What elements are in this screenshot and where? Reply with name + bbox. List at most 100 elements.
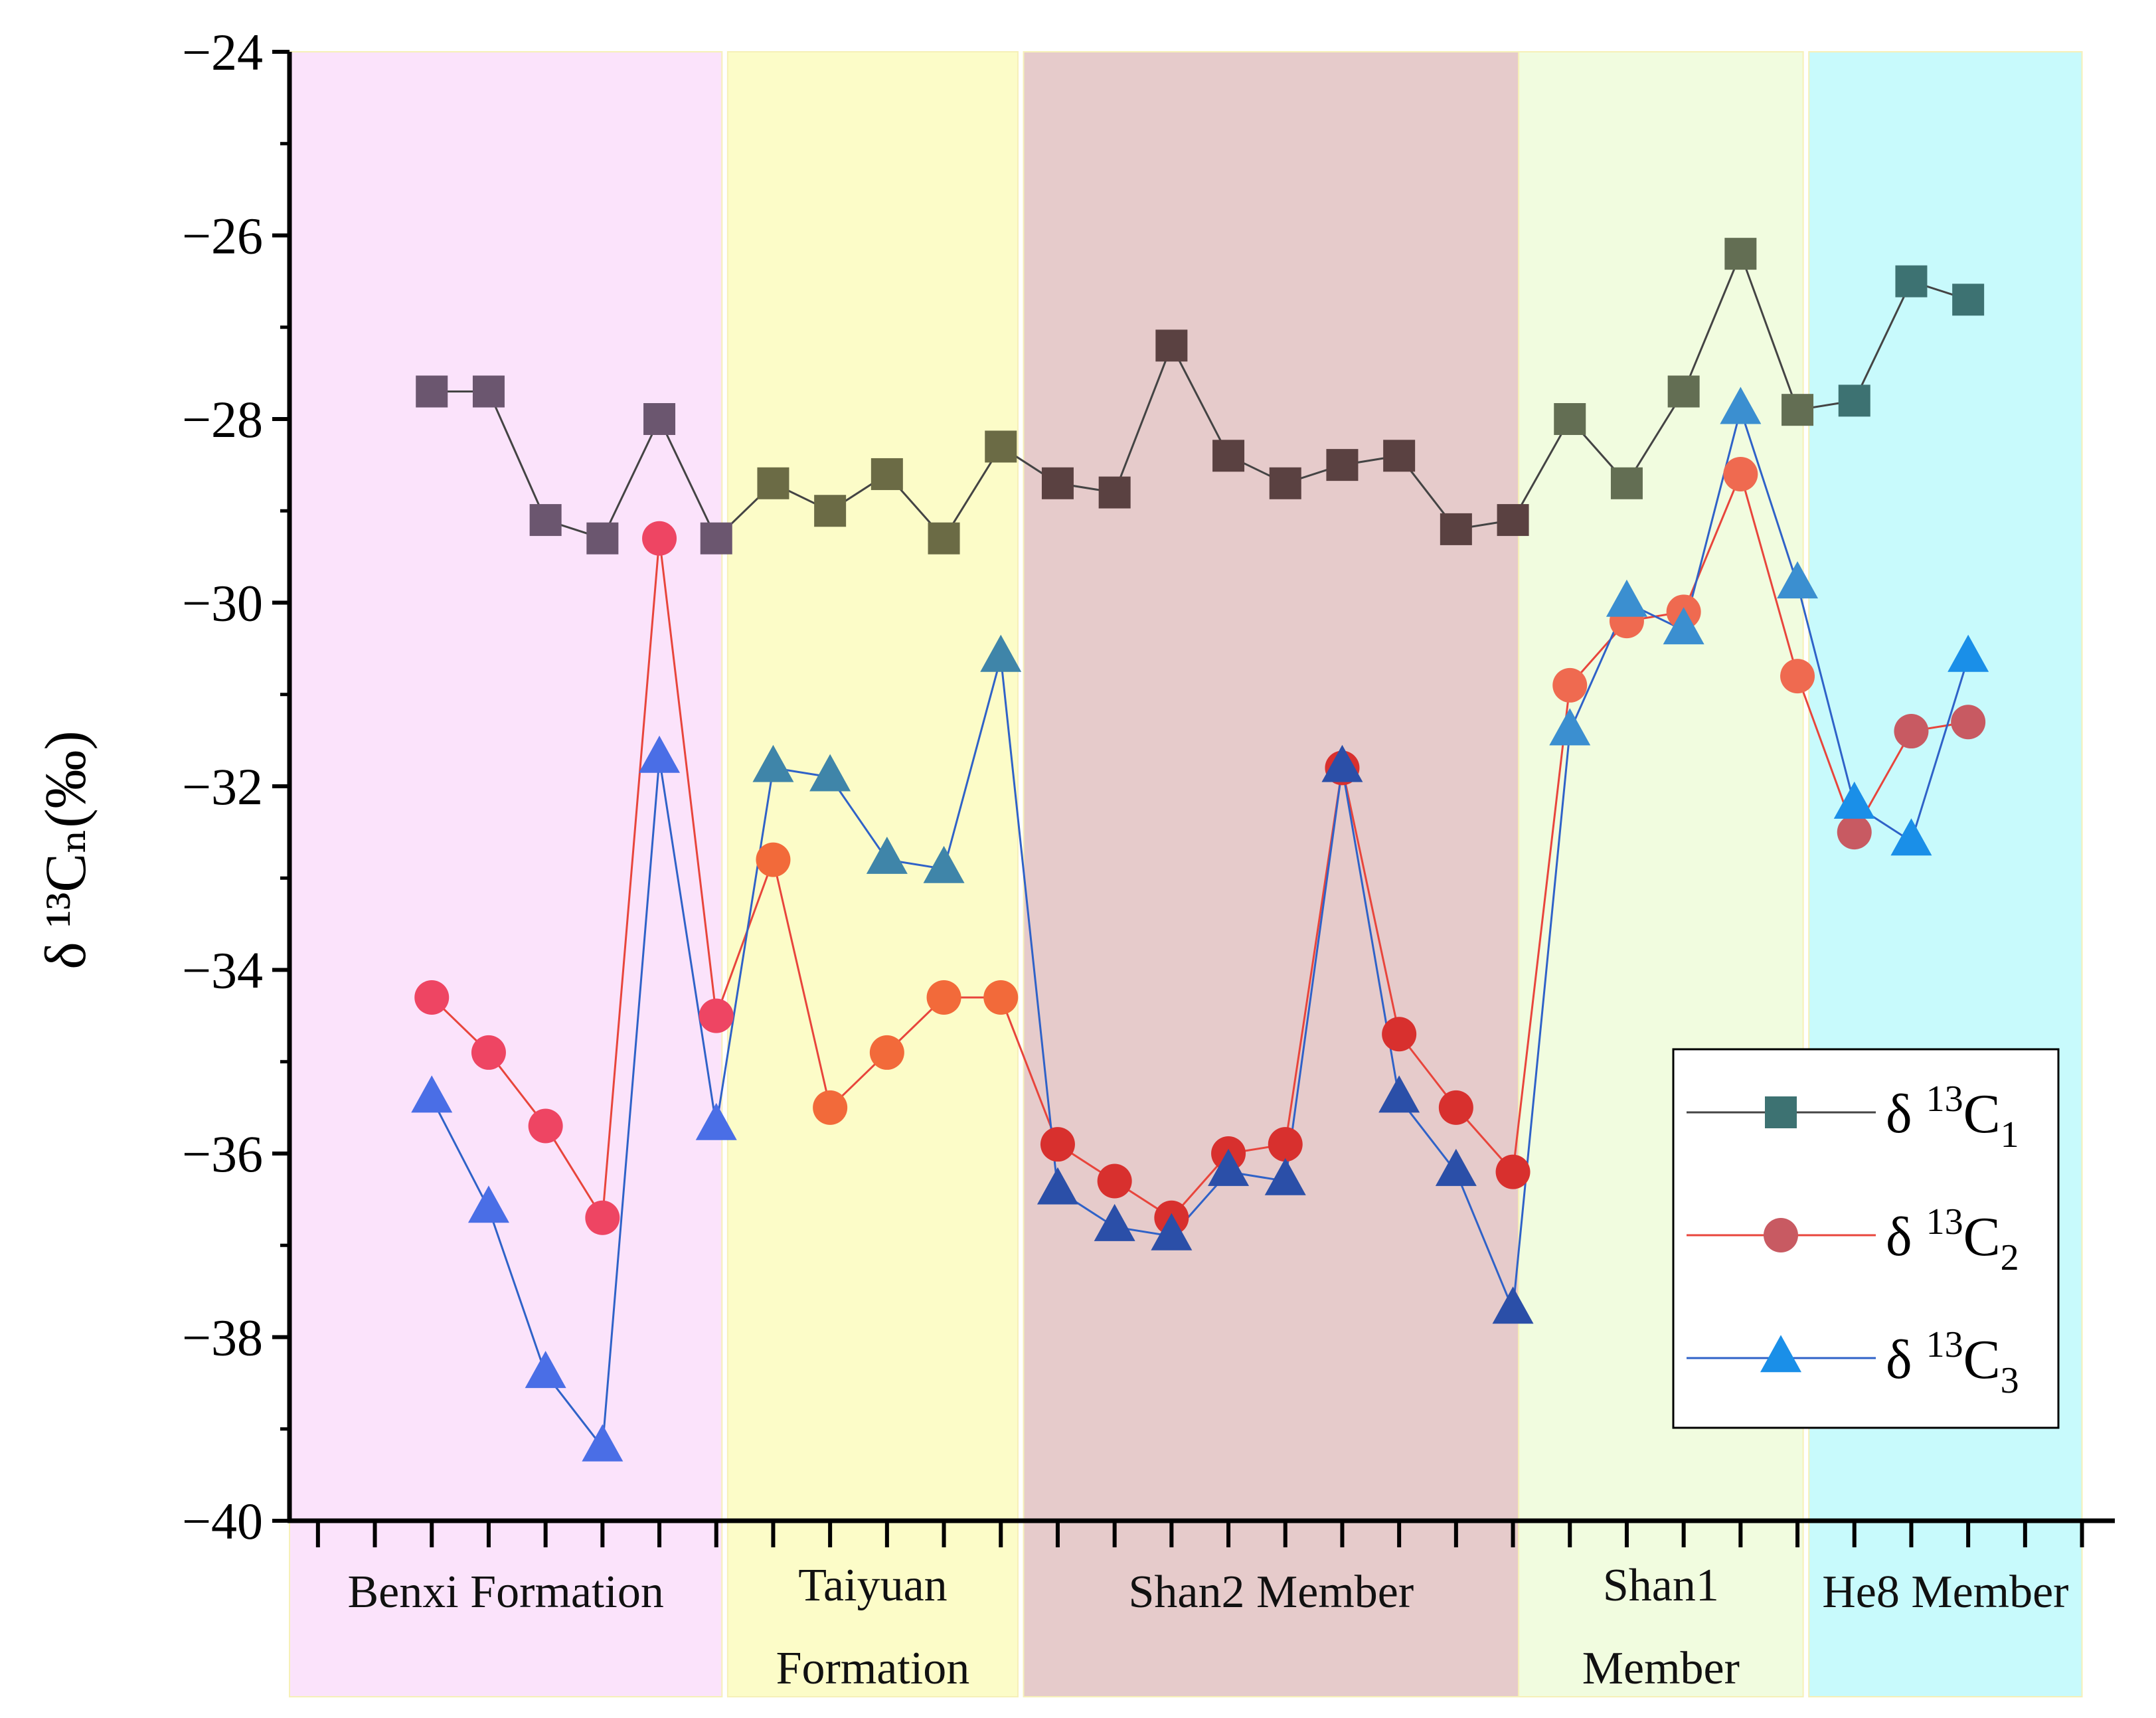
legend-marker-1 xyxy=(1765,1096,1797,1128)
y-tick-label-4: −34 xyxy=(182,942,263,999)
series-2-point-16 xyxy=(1268,1127,1303,1162)
zone-label-5-line-1: He8 Member xyxy=(1822,1567,2068,1618)
series-2-point-18 xyxy=(1382,1017,1417,1052)
series-1-point-5 xyxy=(643,403,676,435)
series-3-point-25 xyxy=(1777,561,1819,599)
series-1-point-24 xyxy=(1724,238,1757,270)
series-1-point-13 xyxy=(1098,476,1131,509)
series-markers xyxy=(411,238,1989,1462)
series-2-point-8 xyxy=(813,1090,848,1125)
series-3-point-12 xyxy=(1037,1167,1078,1205)
series-3-point-2 xyxy=(467,1185,509,1223)
series-2-point-9 xyxy=(869,1035,904,1070)
series-3-point-11 xyxy=(980,634,1022,672)
series-2-point-12 xyxy=(1040,1127,1075,1162)
series-2-point-1 xyxy=(414,980,450,1015)
series-3-point-10 xyxy=(923,845,965,883)
series-3-point-28 xyxy=(1948,634,1989,672)
series-line-1 xyxy=(432,251,1969,541)
y-tick-label-7: −28 xyxy=(182,390,263,448)
series-2-point-4 xyxy=(585,1200,620,1235)
series-1-point-10 xyxy=(928,522,960,555)
series-2-point-10 xyxy=(926,980,961,1015)
legend-label-3: δ 13C3 xyxy=(1886,1324,2019,1401)
series-2-point-24 xyxy=(1723,456,1758,491)
series-2-point-21 xyxy=(1552,667,1588,703)
series-1-point-15 xyxy=(1212,440,1245,472)
axes: −40 −38 −36 −34 −32 −30 −28 −26 −24 xyxy=(182,23,2115,1550)
series-3-point-27 xyxy=(1890,818,1932,856)
series-1-point-7 xyxy=(757,467,789,499)
series-3-point-8 xyxy=(809,754,851,792)
series-1-point-18 xyxy=(1383,440,1416,472)
legend-marker-2 xyxy=(1764,1218,1798,1252)
series-2-point-5 xyxy=(642,521,677,556)
series-1-point-28 xyxy=(1952,284,1985,316)
series-3-point-22 xyxy=(1606,579,1647,617)
series-1-point-16 xyxy=(1269,467,1301,499)
legend-label-2: δ 13C2 xyxy=(1886,1201,2019,1278)
series-2-point-3 xyxy=(528,1108,563,1144)
series-1-point-21 xyxy=(1554,403,1586,435)
series-2-point-13 xyxy=(1097,1163,1132,1199)
series-3-point-18 xyxy=(1378,1075,1420,1113)
series-3-point-1 xyxy=(411,1075,453,1113)
legend-marker-3 xyxy=(1760,1335,1801,1373)
zone-1 xyxy=(289,51,723,1697)
series-3-point-7 xyxy=(752,744,794,782)
series-1-point-20 xyxy=(1497,504,1529,537)
y-axis-label: δ ¹³Cₙ(‰) xyxy=(34,730,98,970)
series-1-point-25 xyxy=(1782,394,1814,426)
series-3-point-26 xyxy=(1833,781,1875,819)
series-3-point-19 xyxy=(1435,1148,1477,1186)
zone-3 xyxy=(1023,51,1520,1697)
series-2-point-20 xyxy=(1495,1154,1531,1189)
series-2-point-19 xyxy=(1438,1090,1473,1125)
series-2-point-27 xyxy=(1894,714,1929,749)
zone-label-3-line-1: Shan2 Member xyxy=(1129,1567,1414,1618)
series-2-point-11 xyxy=(983,980,1019,1015)
series-1-point-17 xyxy=(1326,449,1359,481)
zone-label-4-line-2: Member xyxy=(1582,1643,1740,1694)
series-3-point-20 xyxy=(1492,1286,1534,1324)
y-tick-label-1: −40 xyxy=(182,1492,263,1550)
y-tick-label-3: −36 xyxy=(182,1125,263,1183)
series-1-point-6 xyxy=(700,522,732,555)
zone-label-2-line-1: Taiyuan xyxy=(798,1560,947,1611)
formation-zones xyxy=(289,51,2083,1697)
series-1-point-26 xyxy=(1838,385,1870,417)
y-tick-label-5: −32 xyxy=(182,758,263,816)
series-1-point-4 xyxy=(586,522,619,555)
y-tick-label-6: −30 xyxy=(182,574,263,632)
series-2-point-7 xyxy=(756,842,791,877)
series-1-point-12 xyxy=(1041,467,1074,499)
series-1-point-27 xyxy=(1895,265,1928,298)
series-1-point-2 xyxy=(472,375,505,408)
series-3-point-6 xyxy=(695,1102,737,1140)
series-1-point-11 xyxy=(985,430,1017,463)
y-tick-label-8: −26 xyxy=(182,207,263,265)
series-3-point-4 xyxy=(582,1424,623,1462)
legend: δ 13C1 δ 13C2 δ 13C3 xyxy=(1672,1048,2060,1429)
legend-label-1: δ 13C1 xyxy=(1886,1078,2019,1156)
series-3-point-21 xyxy=(1549,708,1591,746)
series-lines xyxy=(430,251,1969,1450)
series-3-point-17 xyxy=(1321,744,1363,782)
series-2-point-26 xyxy=(1837,815,1872,850)
zone-labels: Benxi Formation Taiyuan Formation Shan2 Mem… xyxy=(347,1560,2068,1694)
zone-4 xyxy=(1518,51,1804,1697)
series-1-point-8 xyxy=(814,495,847,527)
series-3-point-15 xyxy=(1208,1148,1250,1186)
series-1-point-3 xyxy=(529,504,562,537)
series-1-point-23 xyxy=(1667,375,1700,408)
y-tick-label-2: −38 xyxy=(182,1309,263,1367)
series-3-point-14 xyxy=(1151,1213,1193,1250)
series-3-point-5 xyxy=(639,735,681,773)
series-2-point-28 xyxy=(1951,705,1986,740)
series-3-point-9 xyxy=(866,836,908,874)
series-2-point-6 xyxy=(699,998,734,1033)
series-1-point-1 xyxy=(416,375,448,408)
series-3-point-3 xyxy=(525,1351,566,1389)
series-2-point-2 xyxy=(471,1035,506,1070)
